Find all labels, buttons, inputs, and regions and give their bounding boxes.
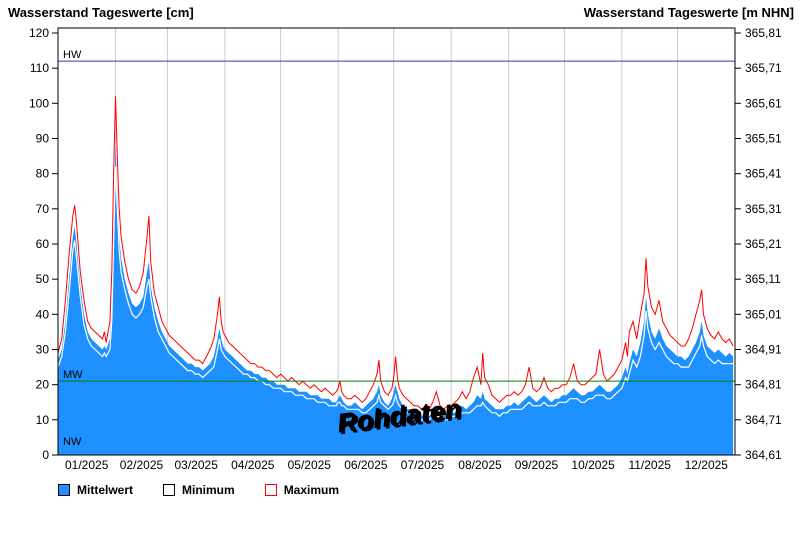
y-left-tick-label: 0 bbox=[42, 448, 49, 462]
y-left-tick-label: 110 bbox=[30, 61, 49, 75]
y-left-tick-label: 120 bbox=[29, 26, 49, 40]
area-mittelwert bbox=[58, 145, 734, 455]
y-right-tick-label: 365,81 bbox=[745, 26, 782, 40]
legend-label-minimum: Minimum bbox=[182, 483, 235, 497]
x-axis-month-label: 05/2025 bbox=[288, 458, 332, 472]
y-right-tick-label: 364,61 bbox=[745, 448, 782, 462]
line-maximum bbox=[57, 96, 734, 411]
mw-label: MW bbox=[63, 369, 83, 381]
nw-label: NW bbox=[63, 436, 82, 448]
y-right-tick-label: 364,81 bbox=[745, 378, 782, 392]
mittelwert-swatch-icon bbox=[58, 484, 70, 496]
x-axis-month-label: 09/2025 bbox=[515, 458, 559, 472]
y-right-tick-label: 365,01 bbox=[745, 307, 782, 321]
y-left-tick-label: 80 bbox=[36, 167, 50, 181]
x-axis-month-label: 12/2025 bbox=[685, 458, 729, 472]
y-right-tick-label: 365,21 bbox=[745, 237, 782, 251]
legend-item-maximum: Maximum bbox=[264, 483, 340, 497]
y-left-tick-label: 10 bbox=[36, 413, 50, 427]
y-right-tick-label: 365,71 bbox=[745, 61, 782, 75]
legend-item-minimum: Minimum bbox=[163, 483, 235, 497]
x-axis-month-label: 07/2025 bbox=[401, 458, 445, 472]
x-axis-month-label: 01/2025 bbox=[65, 458, 109, 472]
y-left-tick-label: 30 bbox=[36, 343, 50, 357]
x-axis-month-label: 04/2025 bbox=[231, 458, 275, 472]
x-axis-month-label: 08/2025 bbox=[458, 458, 502, 472]
y-right-tick-label: 365,41 bbox=[745, 167, 782, 181]
y-right-tick-label: 365,11 bbox=[745, 272, 781, 286]
legend-label-mittelwert: Mittelwert bbox=[77, 483, 134, 497]
y-left-tick-label: 50 bbox=[36, 272, 50, 286]
y-right-tick-label: 365,51 bbox=[745, 132, 782, 146]
legend: Mittelwert Minimum Maximum bbox=[58, 483, 339, 497]
maximum-swatch-icon bbox=[264, 484, 277, 496]
y-left-tick-label: 40 bbox=[36, 307, 50, 321]
y-left-tick-label: 100 bbox=[29, 96, 49, 110]
minimum-swatch-icon bbox=[163, 484, 176, 496]
right-axis-title: Wasserstand Tageswerte [m NHN] bbox=[583, 5, 794, 20]
y-right-tick-label: 365,61 bbox=[745, 96, 782, 110]
line-minimum bbox=[57, 166, 734, 421]
y-right-tick-label: 364,71 bbox=[745, 413, 782, 427]
legend-label-maximum: Maximum bbox=[283, 483, 340, 497]
hw-label: HW bbox=[63, 49, 82, 61]
y-left-tick-label: 60 bbox=[36, 237, 50, 251]
x-axis-month-label: 06/2025 bbox=[344, 458, 388, 472]
legend-item-mittelwert: Mittelwert bbox=[58, 483, 133, 497]
x-axis-month-label: 10/2025 bbox=[571, 458, 615, 472]
y-right-tick-label: 364,91 bbox=[745, 343, 782, 357]
y-left-tick-label: 90 bbox=[36, 132, 50, 146]
y-left-tick-label: 70 bbox=[36, 202, 50, 216]
x-axis-month-label: 03/2025 bbox=[175, 458, 219, 472]
y-right-tick-label: 365,31 bbox=[745, 202, 782, 216]
x-axis-month-label: 11/2025 bbox=[628, 458, 671, 472]
x-axis-month-label: 02/2025 bbox=[120, 458, 164, 472]
left-axis-title: Wasserstand Tageswerte [cm] bbox=[8, 5, 194, 20]
y-left-tick-label: 20 bbox=[36, 378, 50, 392]
plot-border bbox=[57, 27, 736, 456]
